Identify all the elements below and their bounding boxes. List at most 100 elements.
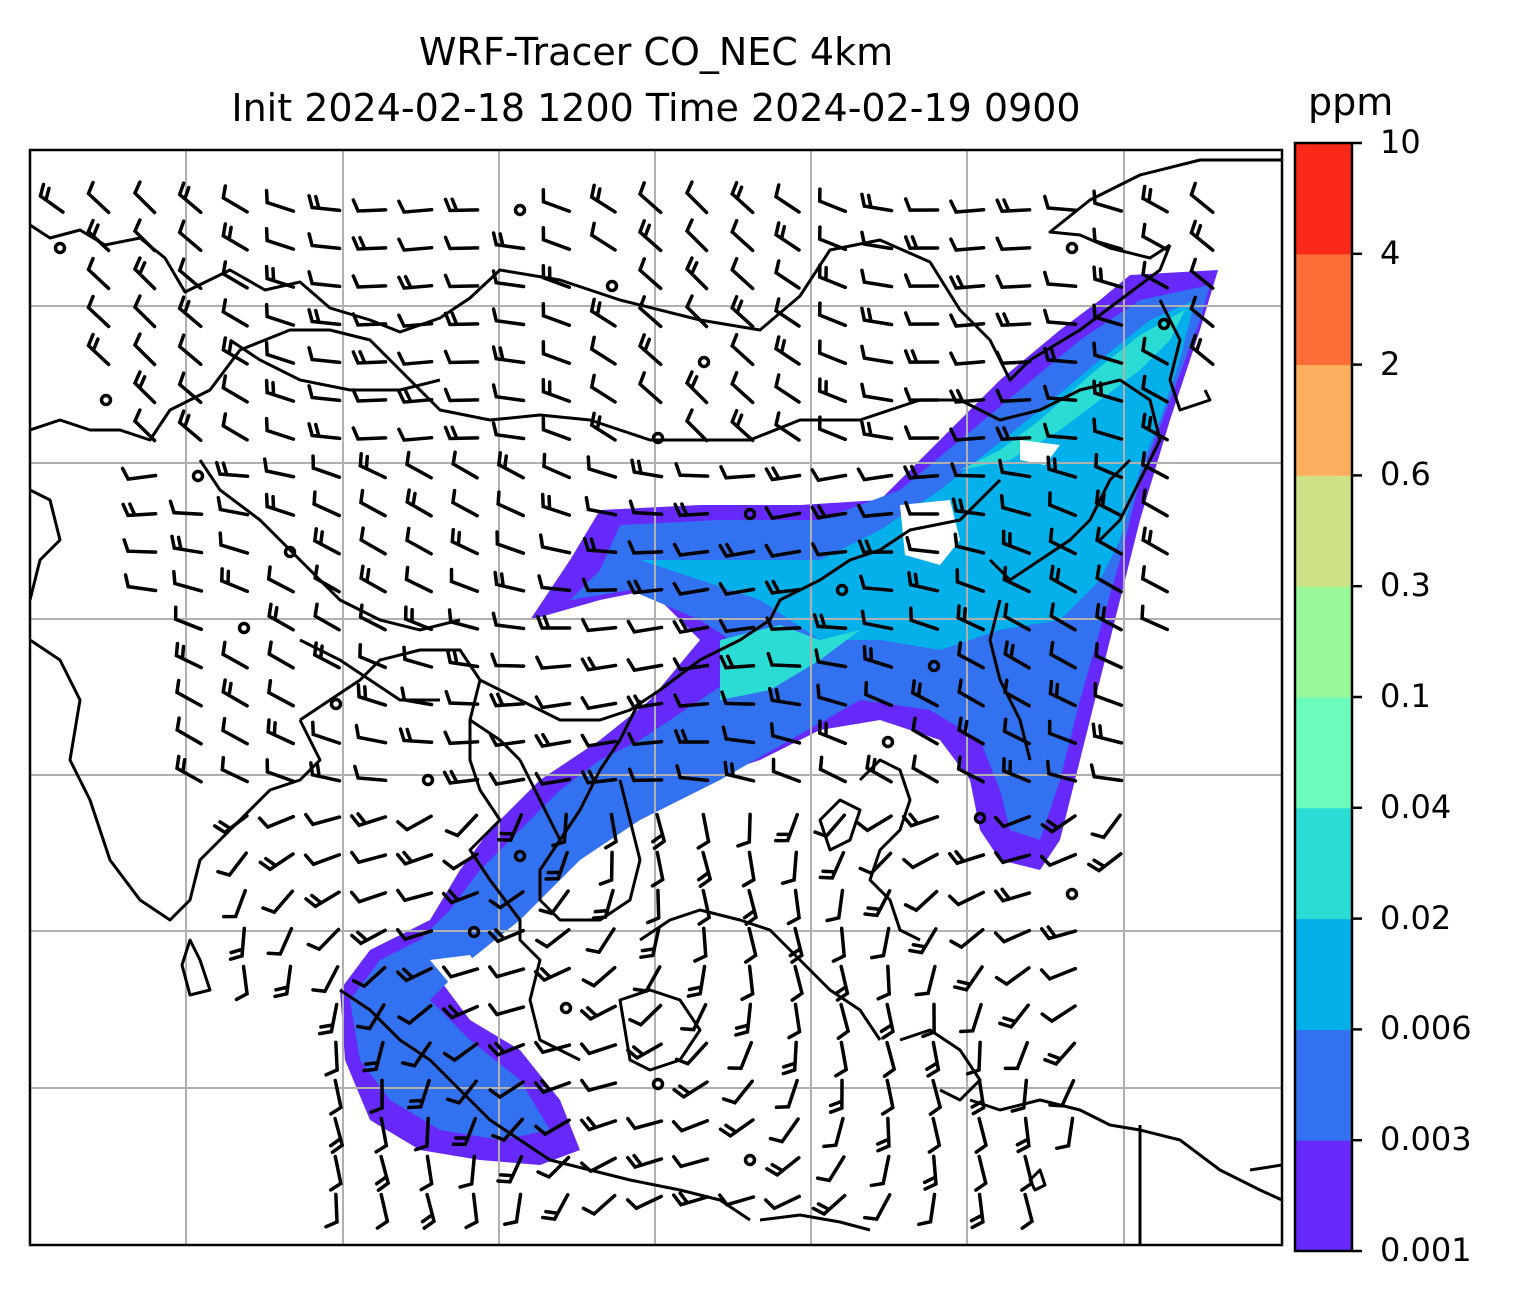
wind-barb [354, 723, 388, 745]
wind-barb [582, 536, 618, 555]
wind-barb-calm [835, 583, 849, 597]
wind-barb [488, 771, 526, 786]
wind-barb [487, 928, 526, 944]
wind-barb [1093, 682, 1124, 707]
wind-barb [406, 1078, 431, 1110]
wind-barb [817, 377, 848, 404]
wind-barb [264, 302, 296, 327]
wind-barb [1094, 642, 1124, 670]
wind-barb [1043, 384, 1078, 403]
wind-barb [650, 812, 667, 850]
wind-barb [1040, 925, 1078, 941]
wind-barb [949, 351, 986, 366]
wind-barb [442, 1042, 479, 1063]
wind-barb [625, 1194, 664, 1211]
colorbar-segment [1295, 807, 1352, 920]
wind-barb [860, 230, 894, 251]
wind-barb [538, 889, 570, 916]
wind-barb [769, 722, 802, 745]
wind-barb [350, 850, 388, 865]
wind-barb [1092, 417, 1124, 441]
wind-barb [491, 611, 526, 631]
wind-barb [817, 301, 848, 328]
wind-barb-calm [973, 811, 987, 825]
wind-barb [451, 450, 479, 480]
wind-barb [816, 683, 848, 707]
wind-barb [730, 180, 755, 215]
wind-barb [672, 1155, 710, 1169]
wind-barb [177, 333, 203, 367]
wind-barb [974, 1116, 989, 1154]
wind-barb [1189, 257, 1215, 291]
wind-barb [351, 235, 388, 251]
wind-barb [350, 928, 387, 946]
wind-barb [1049, 602, 1077, 632]
wind-barb [317, 1002, 339, 1036]
wind-barb [637, 295, 663, 329]
wind-barb [637, 333, 663, 367]
wind-barb [221, 260, 249, 290]
wind-barb [451, 1116, 478, 1147]
wind-barb [449, 567, 480, 594]
wind-barb [580, 1156, 617, 1174]
wind-barb [925, 1040, 941, 1078]
wind-barb-calm [651, 431, 665, 445]
wind-barb [650, 850, 665, 888]
wind-barb [349, 890, 388, 904]
wind-barb [907, 571, 940, 593]
wind-barb [541, 301, 572, 327]
wind-barb [312, 641, 341, 670]
wind-barb [324, 1192, 339, 1229]
wind-barb [598, 850, 614, 886]
wind-barb [672, 1080, 709, 1100]
wind-barb [637, 219, 663, 253]
wind-barb [447, 608, 480, 631]
wind-barb [774, 221, 801, 252]
wind-barb [313, 602, 341, 632]
wind-barb [221, 678, 249, 708]
wind-barb [959, 1002, 983, 1034]
colorbar-segment [1295, 1029, 1352, 1141]
wind-barb [766, 651, 802, 668]
wind-barb [949, 274, 986, 290]
wind-barb [264, 378, 296, 403]
wind-barb [303, 853, 342, 867]
wind-barb [671, 1118, 710, 1133]
wind-barb [1047, 719, 1078, 746]
wind-barb [264, 188, 296, 213]
wind-barb [817, 339, 848, 366]
wind-barb [1043, 1041, 1077, 1067]
wind-barb [684, 294, 709, 329]
wind-barb [1092, 379, 1124, 403]
wind-barb [876, 964, 892, 1001]
wind-barb [221, 222, 249, 252]
wind-barb [1020, 1154, 1034, 1192]
wind-barb-calm [53, 241, 67, 255]
wind-barb [351, 349, 388, 365]
wind-barb [221, 374, 249, 404]
wind-barb-calm [329, 697, 343, 711]
wind-barb [911, 716, 939, 746]
colorbar-tick-label: 2 [1380, 344, 1401, 383]
wind-barb [1020, 1192, 1035, 1230]
wind-barb [999, 493, 1032, 517]
wind-barb [903, 235, 940, 250]
wind-barb [603, 812, 618, 850]
wind-barb [445, 648, 480, 669]
wind-barb [132, 218, 157, 253]
wind-barb [172, 569, 204, 593]
wind-barb [718, 542, 756, 559]
wind-barb [395, 850, 434, 866]
wind-barb [464, 1192, 479, 1230]
wind-barb [496, 812, 524, 842]
wind-barb [580, 769, 618, 785]
wind-barb [450, 528, 480, 556]
wind-barb [730, 408, 755, 443]
wind-barb [443, 311, 480, 327]
wind-barb [221, 336, 249, 366]
wind-barb [627, 731, 664, 747]
wind-barb [132, 294, 157, 329]
wind-barb [998, 458, 1032, 479]
wind-barb [540, 1193, 570, 1222]
wind-barb [443, 425, 480, 441]
